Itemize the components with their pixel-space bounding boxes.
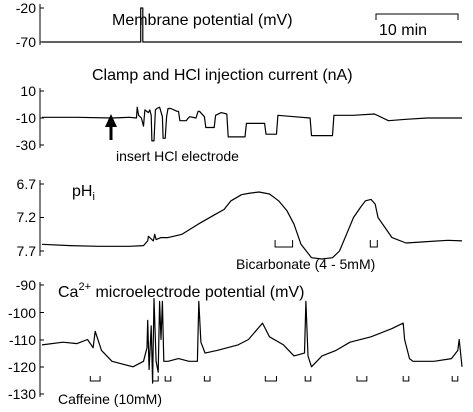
bicarbonate-marker [274, 240, 294, 248]
tick-label-ph-2: 7.7 [17, 243, 37, 259]
tick-label-ca-3: -120 [8, 359, 36, 375]
caffeine-marker [451, 376, 459, 382]
title-ca: Ca2+ microelectrode potential (mV) [58, 281, 304, 301]
tick-label-ph-1: 7.2 [17, 209, 37, 225]
trace-calcium [41, 298, 463, 384]
title-ph-subscript: i [92, 191, 94, 203]
scalebar-label: 10 min [379, 22, 427, 39]
tick-label-ca-2: -110 [9, 332, 36, 348]
caffeine-marker [203, 376, 211, 382]
tick-label-ca-1: -100 [8, 305, 36, 321]
annotation-caffeine: Caffeine (10mM) [58, 391, 162, 407]
title-ph: pHi [72, 183, 95, 203]
panel-calcium: -90 -100 -110 -120 -130 Ca2+ microelectr… [8, 277, 463, 407]
annotation-bicarbonate: Bicarbonate (4 - 5mM) [236, 256, 375, 272]
tick-label-ca-4: -130 [8, 386, 36, 402]
title-current: Clamp and HCl injection current (nA) [92, 67, 353, 84]
arrow-insert-electrode [105, 114, 117, 140]
caffeine-marker [152, 376, 159, 382]
tick-label-current-1: -10 [16, 110, 36, 126]
bicarbonate-markers [274, 240, 378, 248]
trace-phi [41, 191, 463, 260]
title-membrane: Membrane potential (mV) [112, 12, 293, 29]
trace-clamp-current [42, 106, 462, 142]
caffeine-marker [402, 376, 410, 382]
panel-clamp-current: 10 -10 -30 Clamp and HCl injection curre… [16, 67, 462, 164]
caffeine-marker [89, 376, 101, 382]
trace-membrane-potential [42, 7, 462, 43]
tick-label-membrane-0: -20 [16, 0, 36, 16]
bicarbonate-marker [369, 240, 378, 248]
caffeine-marker [264, 376, 277, 382]
tick-label-current-0: 10 [20, 83, 36, 99]
tick-label-membrane-1: -70 [16, 34, 36, 50]
caffeine-markers [89, 376, 459, 382]
annotation-insert-hcl: insert HCl electrode [116, 148, 239, 164]
caffeine-marker [164, 376, 172, 382]
scalebar-10min [375, 13, 459, 20]
tick-label-ca-0: -90 [16, 277, 36, 293]
panel-membrane-potential: -20 -70 Membrane potential (mV) 10 min [16, 0, 462, 50]
tick-label-current-2: -30 [16, 137, 36, 153]
tick-label-ph-0: 6.7 [17, 176, 37, 192]
caffeine-marker [304, 376, 312, 382]
title-ca-suffix: microelectrode potential (mV) [91, 284, 304, 301]
panel-phi: 6.7 7.2 7.7 pHi Bicarbonate (4 - 5mM) [17, 176, 463, 272]
title-ca-superscript: 2+ [78, 281, 91, 293]
caffeine-marker [356, 376, 368, 382]
